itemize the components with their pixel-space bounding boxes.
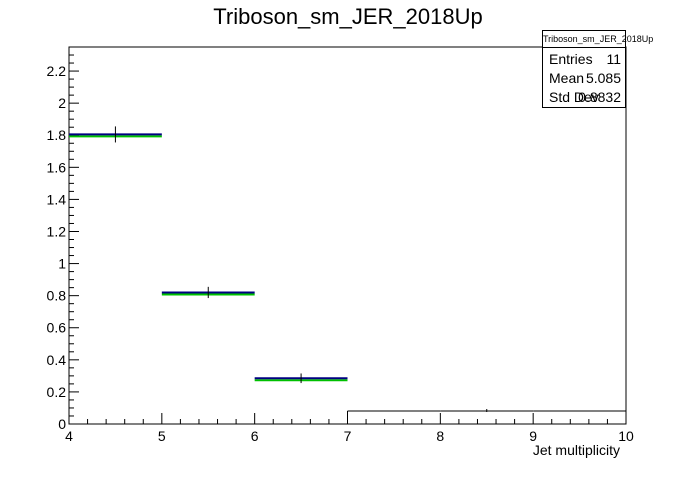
stats-label: Entries [549, 51, 593, 67]
chart-title: Triboson_sm_JER_2018Up [213, 4, 482, 29]
x-tick-label: 9 [529, 428, 537, 444]
y-tick-label: 1.8 [47, 127, 67, 143]
x-tick-label: 8 [436, 428, 444, 444]
y-tick-label: 2 [58, 95, 66, 111]
y-tick-label: 0.6 [47, 320, 67, 336]
stats-row-stddev: Std Dev 0.8832 [549, 88, 621, 107]
x-axis: 4 5 6 7 8 9 10 [65, 413, 634, 444]
x-tick-label: 5 [158, 428, 166, 444]
y-tick-label: 1.6 [47, 159, 67, 175]
stats-value: 11 [606, 51, 621, 67]
stats-value: 5.085 [585, 70, 621, 86]
stats-label: Mean [549, 70, 585, 86]
x-tick-label: 4 [65, 428, 73, 444]
y-tick-label: 0.2 [47, 384, 67, 400]
y-tick-label: 0 [58, 416, 66, 432]
y-axis: 0 0.2 0.4 0.6 0.8 1 1.2 1.4 1.6 1.8 2 2.2 [47, 46, 79, 432]
y-tick-label: 1.2 [47, 223, 67, 239]
y-tick-label: 1.4 [47, 191, 67, 207]
y-tick-label: 0.8 [47, 288, 67, 304]
x-tick-label: 10 [618, 428, 634, 444]
y-tick-label: 0.4 [47, 352, 67, 368]
x-tick-label: 7 [344, 428, 352, 444]
stats-box: Triboson_sm_JER_2018Up Entries 11 Mean 5… [542, 30, 653, 108]
histogram-marks [69, 126, 626, 424]
stats-row-entries: Entries 11 [549, 50, 621, 69]
y-tick-label: 2.2 [47, 63, 67, 79]
stats-value: 0.8832 [578, 89, 621, 105]
stats-label: Std Dev [549, 89, 599, 105]
stats-title: Triboson_sm_JER_2018Up [543, 31, 653, 48]
x-tick-label: 6 [251, 428, 259, 444]
stats-row-mean: Mean 5.085 [549, 69, 621, 88]
y-tick-label: 1 [58, 256, 66, 272]
x-axis-label: Jet multiplicity [533, 442, 620, 458]
